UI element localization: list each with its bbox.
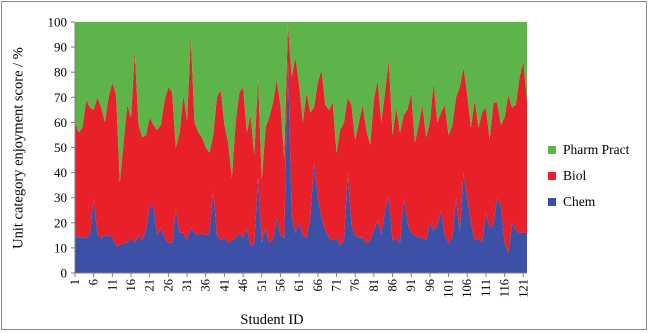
x-tick-label: 66	[311, 279, 325, 292]
y-tick-label: 20	[54, 215, 67, 230]
x-tick-label: 76	[348, 279, 362, 292]
x-tick-label: 61	[292, 279, 306, 292]
plot-areas	[75, 22, 527, 274]
legend-item-pharm-pract: Pharm Pract	[548, 142, 629, 157]
axes	[71, 21, 527, 277]
x-tick-label: 16	[124, 279, 138, 292]
x-tick-label: 26	[161, 279, 175, 292]
y-tick-label: 80	[54, 65, 67, 80]
x-tick-label: 1	[68, 279, 82, 285]
area-pharm-pract	[75, 22, 527, 183]
x-tick-label: 6	[87, 279, 101, 285]
x-tick-label: 111	[479, 279, 493, 297]
x-tick-label: 36	[199, 279, 213, 292]
x-axis-title: Student ID	[240, 312, 304, 328]
x-tick-label: 51	[255, 279, 269, 292]
x-tick-label: 91	[404, 279, 418, 292]
x-tick-labels: 1 6 11 16 21 26 31 36 41 46 51 56 61 66 71 76 81 86 91 96 10…	[68, 279, 530, 298]
legend-item-chem: Chem	[548, 194, 629, 209]
x-tick-label: 96	[423, 279, 437, 292]
x-tick-label: 116	[498, 279, 512, 297]
y-tick-label: 100	[48, 15, 68, 30]
x-tick-label: 41	[217, 279, 231, 292]
y-tick-label: 70	[54, 90, 67, 105]
y-tick-label: 10	[54, 240, 67, 255]
legend-swatch-pharm-pract	[548, 145, 556, 154]
y-tick-label: 30	[54, 190, 67, 205]
x-tick-label: 56	[273, 279, 287, 292]
y-tick-label: 90	[54, 40, 67, 55]
y-axis-title: Unit category enjoyment score / %	[10, 47, 27, 249]
x-tick-label: 106	[460, 279, 474, 298]
y-tick-label: 0	[61, 266, 68, 281]
x-tick-label: 46	[236, 279, 250, 292]
y-tick-labels: 0 10 20 30 40 50 60 70 80 90 100	[48, 15, 68, 281]
legend: Pharm Pract Biol Chem	[548, 142, 629, 220]
legend-swatch-biol	[548, 171, 556, 180]
x-tick-label: 11	[105, 279, 119, 291]
x-tick-label: 71	[329, 279, 343, 292]
area-chem	[75, 59, 527, 274]
x-tick-label: 121	[516, 279, 530, 298]
legend-swatch-chem	[548, 197, 556, 206]
area-biol	[75, 24, 527, 253]
y-tick-label: 50	[54, 140, 67, 155]
legend-label-biol: Biol	[563, 167, 587, 183]
x-tick-label: 21	[143, 279, 157, 292]
x-tick-label: 31	[180, 279, 194, 292]
y-tick-label: 60	[54, 115, 67, 130]
x-tick-label: 101	[442, 279, 456, 298]
x-tick-label: 86	[386, 279, 400, 292]
legend-item-biol: Biol	[548, 168, 629, 183]
legend-label-pharm-pract: Pharm Pract	[563, 141, 630, 157]
y-tick-label: 40	[54, 165, 67, 180]
legend-label-chem: Chem	[563, 193, 596, 209]
x-tick-label: 81	[367, 279, 381, 292]
